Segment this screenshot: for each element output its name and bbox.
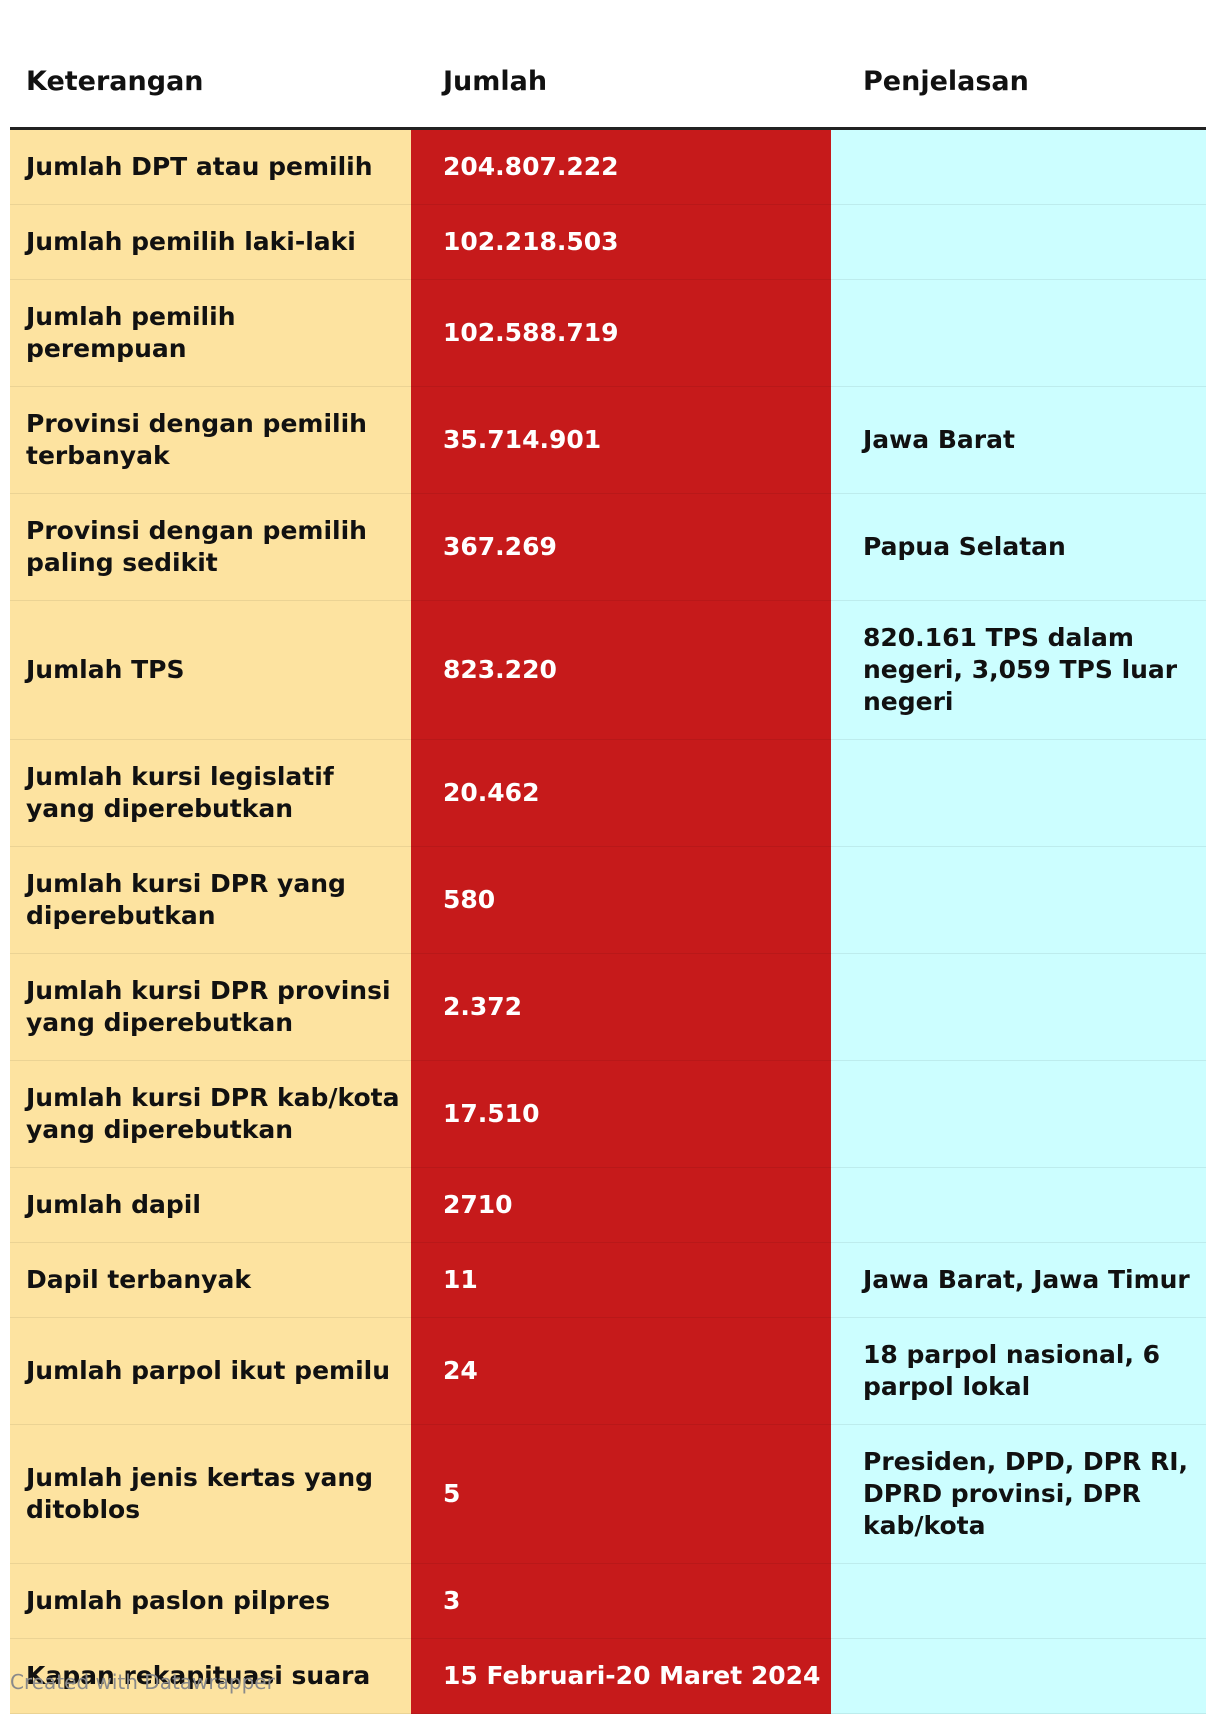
cell-jumlah: 15 Februari-20 Maret 2024	[411, 1638, 831, 1714]
cell-jumlah: 11	[411, 1242, 831, 1318]
table-row: Provinsi dengan pemilih terbanyak 35.714.…	[10, 386, 1206, 494]
data-table: Keterangan Jumlah Penjelasan Jumlah DPT …	[10, 0, 1206, 1714]
cell-jumlah: 35.714.901	[411, 386, 831, 494]
cell-penjelasan	[831, 128, 1206, 205]
table-body: Jumlah DPT atau pemilih 204.807.222 Jumlah…	[10, 128, 1206, 1714]
cell-jumlah: 367.269	[411, 493, 831, 601]
cell-jumlah: 20.462	[411, 739, 831, 847]
cell-jumlah: 3	[411, 1563, 831, 1639]
column-header: Penjelasan	[831, 0, 1206, 130]
cell-keterangan: Jumlah kursi DPR yang diperebutkan	[10, 846, 411, 954]
column-header: Jumlah	[411, 0, 831, 130]
cell-keterangan: Jumlah kursi DPR provinsi yang diperebut…	[10, 953, 411, 1061]
cell-keterangan: Provinsi dengan pemilih terbanyak	[10, 386, 411, 494]
cell-keterangan: Jumlah jenis kertas yang ditoblos	[10, 1424, 411, 1564]
cell-keterangan: Dapil terbanyak	[10, 1242, 411, 1318]
table-row: Jumlah parpol ikut pemilu 24 18 parpol nas…	[10, 1317, 1206, 1425]
cell-keterangan: Jumlah kursi legislatif yang diperebutka…	[10, 739, 411, 847]
cell-penjelasan	[831, 1167, 1206, 1243]
cell-jumlah: 24	[411, 1317, 831, 1425]
table-row: Jumlah pemilih perempuan 102.588.719	[10, 279, 1206, 387]
cell-penjelasan	[831, 846, 1206, 954]
cell-jumlah: 5	[411, 1424, 831, 1564]
cell-jumlah: 204.807.222	[411, 128, 831, 205]
table-row: Provinsi dengan pemilih paling sedikit 36…	[10, 493, 1206, 601]
table-row: Jumlah DPT atau pemilih 204.807.222	[10, 128, 1206, 205]
table-row: Jumlah kursi legislatif yang diperebutka…	[10, 739, 1206, 847]
cell-keterangan: Jumlah kursi DPR kab/kota yang diperebut…	[10, 1060, 411, 1168]
cell-jumlah: 2710	[411, 1167, 831, 1243]
cell-penjelasan: Jawa Barat, Jawa Timur	[831, 1242, 1206, 1318]
cell-penjelasan: Jawa Barat	[831, 386, 1206, 494]
cell-penjelasan	[831, 1638, 1206, 1714]
cell-jumlah: 823.220	[411, 600, 831, 740]
cell-keterangan: Kapan rekapituasi suara	[10, 1638, 411, 1714]
cell-penjelasan: Papua Selatan	[831, 493, 1206, 601]
table-row: Jumlah kursi DPR kab/kota yang diperebut…	[10, 1060, 1206, 1168]
table-row: Jumlah kursi DPR provinsi yang diperebut…	[10, 953, 1206, 1061]
cell-keterangan: Jumlah pemilih laki-laki	[10, 204, 411, 280]
cell-penjelasan	[831, 1060, 1206, 1168]
cell-jumlah: 102.588.719	[411, 279, 831, 387]
footer: Created with Datawrapper	[10, 1670, 275, 1694]
cell-keterangan: Jumlah parpol ikut pemilu	[10, 1317, 411, 1425]
cell-keterangan: Jumlah DPT atau pemilih	[10, 128, 411, 205]
cell-penjelasan: 18 parpol nasional, 6 parpol lokal	[831, 1317, 1206, 1425]
cell-penjelasan	[831, 953, 1206, 1061]
cell-keterangan: Jumlah paslon pilpres	[10, 1563, 411, 1639]
table-row: Jumlah TPS 823.220 820.161 TPS dalam neger…	[10, 600, 1206, 740]
cell-jumlah: 102.218.503	[411, 204, 831, 280]
cell-penjelasan: 820.161 TPS dalam negeri, 3,059 TPS luar…	[831, 600, 1206, 740]
cell-penjelasan	[831, 1563, 1206, 1639]
table-row: Jumlah pemilih laki-laki 102.218.503	[10, 204, 1206, 280]
table-row: Dapil terbanyak 11 Jawa Barat, Jawa Timur	[10, 1242, 1206, 1318]
cell-penjelasan	[831, 279, 1206, 387]
cell-jumlah: 2.372	[411, 953, 831, 1061]
table-row: Jumlah dapil 2710	[10, 1167, 1206, 1243]
cell-keterangan: Jumlah TPS	[10, 600, 411, 740]
table-row: Jumlah kursi DPR yang diperebutkan 580	[10, 846, 1206, 954]
column-header: Keterangan	[10, 0, 411, 130]
cell-keterangan: Jumlah dapil	[10, 1167, 411, 1243]
cell-keterangan: Jumlah pemilih perempuan	[10, 279, 411, 387]
header-row: Keterangan Jumlah Penjelasan	[10, 0, 1206, 130]
cell-penjelasan: Presiden, DPD, DPR RI, DPRD provinsi, DP…	[831, 1424, 1206, 1564]
cell-penjelasan	[831, 739, 1206, 847]
table-row: Jumlah paslon pilpres 3	[10, 1563, 1206, 1639]
cell-keterangan: Provinsi dengan pemilih paling sedikit	[10, 493, 411, 601]
table-row: Jumlah jenis kertas yang ditoblos 5 Presid…	[10, 1424, 1206, 1564]
cell-jumlah: 17.510	[411, 1060, 831, 1168]
cell-penjelasan	[831, 204, 1206, 280]
cell-jumlah: 580	[411, 846, 831, 954]
